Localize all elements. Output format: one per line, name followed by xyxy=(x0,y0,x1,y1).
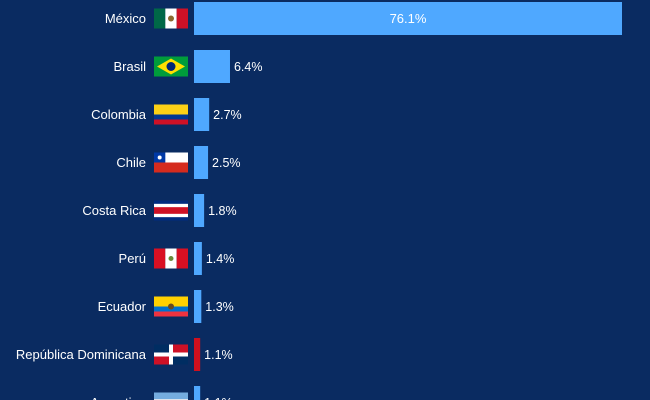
costa-rica-flag-icon xyxy=(154,200,188,221)
value-label: 76.1% xyxy=(390,11,427,26)
argentina-flag-icon xyxy=(154,392,188,400)
bar-row: Costa Rica 1.8% xyxy=(82,194,237,227)
chile-flag-icon xyxy=(154,152,188,173)
value-label: 1.8% xyxy=(208,204,237,218)
category-label: Colombia xyxy=(91,107,147,122)
category-label: Argentina xyxy=(90,395,146,400)
category-label: Chile xyxy=(116,155,146,170)
bar-row: Chile 2.5% xyxy=(116,146,241,179)
mexico-flag-icon xyxy=(154,8,188,29)
bar xyxy=(194,50,230,83)
bar xyxy=(194,146,209,179)
category-label: República Dominicana xyxy=(16,347,147,362)
bar xyxy=(194,386,201,400)
bar xyxy=(194,290,202,323)
bar xyxy=(194,98,210,131)
value-label: 1.4% xyxy=(206,252,235,266)
bar xyxy=(194,242,202,275)
category-label: México xyxy=(105,11,146,26)
colombia-flag-icon xyxy=(154,104,188,125)
ecuador-flag-icon xyxy=(154,296,188,317)
bar xyxy=(194,338,201,371)
category-label: Ecuador xyxy=(98,299,147,314)
value-label: 2.5% xyxy=(212,156,241,170)
value-label: 1.1% xyxy=(204,348,233,362)
bar xyxy=(194,2,622,35)
category-label: Costa Rica xyxy=(82,203,146,218)
category-label: Perú xyxy=(119,251,146,266)
value-label: 1.3% xyxy=(205,300,234,314)
brazil-flag-icon xyxy=(154,56,188,77)
bar-row: Argentina 1.1% xyxy=(90,386,233,400)
value-label: 6.4% xyxy=(234,60,263,74)
bar-row: República Dominicana 1.1% xyxy=(16,338,233,371)
bar-row: Brasil 6.4% xyxy=(113,50,262,83)
value-label: 2.7% xyxy=(213,108,242,122)
peru-flag-icon xyxy=(154,248,188,269)
dominican-republic-flag-icon xyxy=(154,344,188,365)
bar-row: Colombia 2.7% xyxy=(91,98,242,131)
bar-row: Ecuador 1.3% xyxy=(98,290,234,323)
bar-row: México 76.1% xyxy=(105,2,622,35)
bar xyxy=(194,194,205,227)
value-label: 1.1% xyxy=(204,396,233,400)
bar-row: Perú 1.4% xyxy=(119,242,235,275)
category-label: Brasil xyxy=(113,59,146,74)
